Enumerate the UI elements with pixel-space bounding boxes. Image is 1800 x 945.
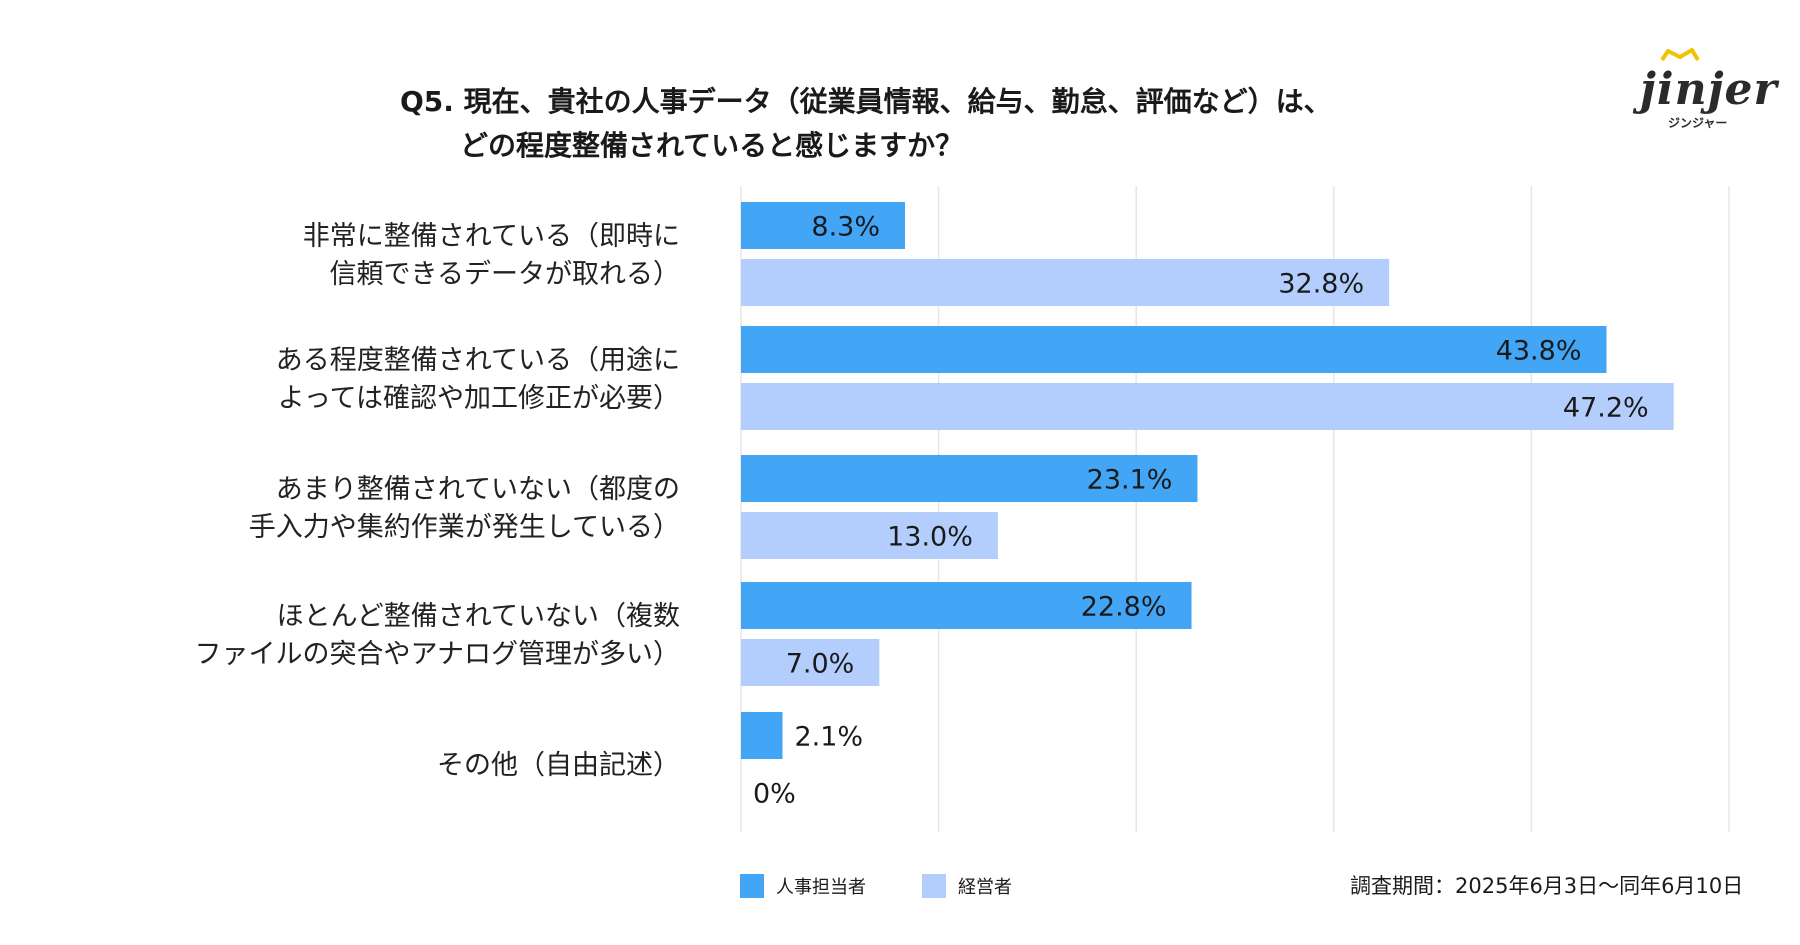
legend-item-hr: 人事担当者	[740, 873, 866, 899]
bar-exec-2	[741, 512, 998, 559]
title-line-1: Q5. 現在、貴社の人事データ（従業員情報、給与、勤怠、評価など）は、	[400, 85, 1332, 118]
data-label: 13.0%	[887, 522, 973, 553]
logo-crown-icon	[1660, 48, 1700, 62]
category-label: ファイルの突合やアナログ管理が多い）	[195, 639, 680, 670]
bar-exec-1	[741, 383, 1674, 430]
category-label: 信頼できるデータが取れる）	[330, 259, 680, 290]
legend-swatch-exec	[922, 874, 946, 898]
category-label: ある程度整備されている（用途に	[276, 345, 680, 376]
jinjer-logo: jinjer ジンジャー	[1640, 42, 1777, 132]
bar-chart: 8.3% 43.8% 23.1% 22.8% 2.1% 32.8% 47.2% 13.0% 7.…	[195, 186, 1730, 832]
legend-label-hr: 人事担当者	[776, 877, 866, 898]
data-label: 32.8%	[1278, 269, 1364, 300]
bar-hr-4	[741, 712, 783, 759]
legend-label-exec: 経営者	[958, 877, 1012, 898]
labels: 8.3% 43.8% 23.1% 22.8% 2.1% 32.8% 47.2% 13.0% 7.…	[195, 212, 1649, 810]
data-label: 7.0%	[786, 649, 855, 680]
chart-title: Q5. 現在、貴社の人事データ（従業員情報、給与、勤怠、評価など）は、 どの程度…	[400, 80, 1500, 168]
data-label: 22.8%	[1081, 592, 1167, 623]
bar-hr-1	[741, 326, 1607, 373]
data-label: 43.8%	[1496, 336, 1582, 367]
legend-item-exec: 経営者	[922, 873, 1012, 899]
data-label: 8.3%	[811, 212, 880, 243]
title-line-2: どの程度整備されていると感じますか？	[460, 129, 964, 162]
bar-hr-0	[741, 202, 906, 249]
category-label: あまり整備されていない（都度の	[276, 474, 680, 505]
category-label: 非常に整備されている（即時に	[303, 221, 680, 252]
logo-wordmark: jinjer	[1640, 64, 1778, 115]
bar-exec-0	[741, 259, 1390, 306]
bar-hr-2	[741, 455, 1198, 502]
logo-subtext: ジンジャー	[1668, 116, 1728, 130]
bars	[741, 202, 1674, 759]
legend-swatch-hr	[740, 874, 764, 898]
category-label: ほとんど整備されていない（複数	[277, 601, 680, 632]
bar-exec-3	[741, 639, 880, 686]
data-label: 23.1%	[1087, 465, 1173, 496]
bar-hr-3	[741, 582, 1192, 629]
category-label: その他（自由記述）	[437, 750, 680, 781]
data-label: 0%	[753, 779, 796, 810]
category-label: 手入力や集約作業が発生している）	[249, 512, 680, 543]
data-label: 2.1%	[794, 722, 863, 753]
survey-period: 調査期間：2025年6月3日〜同年6月10日	[1350, 874, 1744, 898]
category-label: よっては確認や加工修正が必要）	[278, 383, 680, 414]
data-label: 47.2%	[1563, 393, 1649, 424]
